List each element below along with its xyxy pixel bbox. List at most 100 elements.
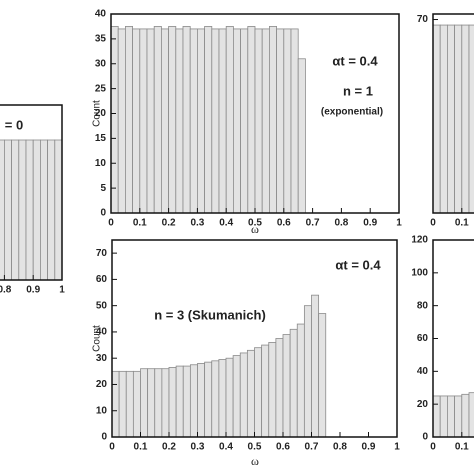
bar xyxy=(32,139,41,281)
y-tick-label: 10 xyxy=(96,405,108,416)
bar xyxy=(125,370,134,438)
y-tick-label: 0 xyxy=(422,432,428,443)
bar xyxy=(461,393,470,438)
y-tick-label: 25 xyxy=(95,83,107,94)
x-tick-label: 0 xyxy=(430,218,436,229)
bar xyxy=(204,361,213,438)
y-tick-label: 50 xyxy=(96,300,108,311)
bar xyxy=(147,368,156,438)
x-tick-label: 0 xyxy=(108,218,114,229)
bar xyxy=(146,28,155,214)
annotation: (exponential) xyxy=(321,107,383,118)
bar xyxy=(239,352,248,438)
bar xyxy=(47,139,56,281)
bar xyxy=(232,355,241,438)
x-tick-label: 0.4 xyxy=(219,218,233,229)
x-tick-label: 0.5 xyxy=(248,442,262,453)
bar xyxy=(461,24,470,214)
y-tick-label: 10 xyxy=(95,158,107,169)
x-tick-label: 0 xyxy=(109,442,115,453)
bar xyxy=(468,392,474,438)
bar xyxy=(246,349,255,438)
bar xyxy=(175,28,184,214)
x-tick-label: 0.6 xyxy=(277,218,291,229)
y-tick-label: 40 xyxy=(417,366,429,377)
bar xyxy=(289,328,298,438)
bar xyxy=(160,28,169,214)
bar xyxy=(117,28,126,214)
bar xyxy=(140,368,149,438)
bar xyxy=(196,28,205,214)
y-tick-label: 0 xyxy=(100,208,106,219)
x-tick-label: 1 xyxy=(394,442,400,453)
bar xyxy=(283,28,292,214)
bar xyxy=(4,139,12,281)
bar xyxy=(439,395,448,438)
y-tick-label: 40 xyxy=(96,327,108,338)
bar xyxy=(168,366,177,438)
bar xyxy=(311,294,320,438)
bar xyxy=(268,26,277,214)
y-tick-label: 30 xyxy=(96,353,108,364)
bar xyxy=(139,28,148,214)
bar xyxy=(132,28,141,214)
bar xyxy=(276,28,285,214)
bar xyxy=(218,359,227,438)
x-tick-label: 0.9 xyxy=(363,218,377,229)
x-tick-label: 0.7 xyxy=(306,218,320,229)
y-tick-label: 15 xyxy=(95,133,107,144)
x-tick-label: 0.1 xyxy=(134,442,148,453)
bar xyxy=(0,139,5,281)
bar xyxy=(189,28,198,214)
y-axis-label: Count xyxy=(92,100,103,127)
bar xyxy=(54,139,63,281)
x-tick-label: 0.6 xyxy=(276,442,290,453)
bar xyxy=(204,26,213,214)
bar xyxy=(240,28,249,214)
x-tick-label: 0.8 xyxy=(333,442,347,453)
bar xyxy=(197,363,206,438)
bar xyxy=(125,26,134,214)
x-tick-label: 0.1 xyxy=(133,218,147,229)
annotation: = 0 xyxy=(5,117,23,132)
bar xyxy=(111,370,120,438)
x-tick-label: 0.1 xyxy=(455,218,469,229)
plot-frame xyxy=(432,13,474,214)
bar xyxy=(211,28,220,214)
y-tick-label: 60 xyxy=(96,274,108,285)
bar xyxy=(254,28,263,214)
bar xyxy=(232,28,241,214)
x-tick-label: 0 xyxy=(430,442,436,453)
y-tick-label: 35 xyxy=(95,34,107,45)
bar xyxy=(18,139,27,281)
bar xyxy=(254,347,263,438)
bar xyxy=(297,58,306,214)
plot-frame xyxy=(0,104,63,281)
bar xyxy=(247,26,256,214)
bar xyxy=(11,139,20,281)
y-tick-label: 30 xyxy=(95,58,107,69)
bar xyxy=(454,24,463,214)
bar xyxy=(318,313,327,438)
y-tick-label: 60 xyxy=(417,333,429,344)
x-tick-label: 0.1 xyxy=(455,442,469,453)
x-axis-label: ω xyxy=(251,454,259,468)
bar xyxy=(303,305,312,438)
y-axis-label: Count xyxy=(92,325,103,352)
bar xyxy=(211,360,220,438)
x-tick-label: 0.9 xyxy=(362,442,376,453)
bar xyxy=(161,368,170,438)
bar xyxy=(218,28,227,214)
annotation: αt = 0.4 xyxy=(332,53,378,68)
bar xyxy=(261,344,270,438)
bar xyxy=(282,334,291,438)
annotation: n = 1 xyxy=(343,83,373,98)
bar xyxy=(154,368,163,438)
bar xyxy=(261,28,270,214)
x-tick-label: 0.8 xyxy=(0,285,12,296)
y-tick-label: 100 xyxy=(411,267,428,278)
bar xyxy=(182,365,191,438)
y-tick-label: 120 xyxy=(411,235,428,246)
annotation: αt = 0.4 xyxy=(335,257,381,272)
